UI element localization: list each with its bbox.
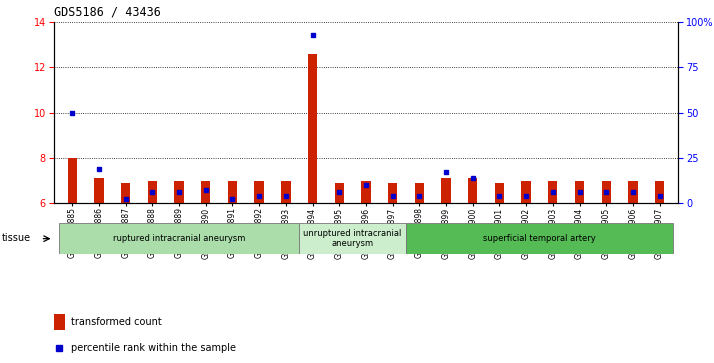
Bar <box>361 180 371 203</box>
Bar <box>299 223 406 254</box>
Bar <box>521 180 531 203</box>
Bar <box>601 180 611 203</box>
Bar <box>388 183 397 203</box>
Bar <box>441 178 451 203</box>
Bar <box>201 180 211 203</box>
Bar <box>495 183 504 203</box>
Bar <box>174 180 183 203</box>
Bar <box>415 183 424 203</box>
Bar <box>68 158 77 203</box>
Bar <box>94 178 104 203</box>
Bar <box>281 180 291 203</box>
Bar <box>254 180 263 203</box>
Text: percentile rank within the sample: percentile rank within the sample <box>71 343 236 353</box>
Text: ruptured intracranial aneurysm: ruptured intracranial aneurysm <box>113 234 245 243</box>
Text: unruptured intracranial
aneurysm: unruptured intracranial aneurysm <box>303 229 402 248</box>
Text: tissue: tissue <box>1 233 31 243</box>
Bar <box>121 183 131 203</box>
Bar <box>148 180 157 203</box>
Bar <box>655 180 664 203</box>
Bar <box>228 180 237 203</box>
Bar <box>628 180 638 203</box>
Bar <box>59 223 299 254</box>
Text: transformed count: transformed count <box>71 317 162 327</box>
Text: GDS5186 / 43436: GDS5186 / 43436 <box>54 5 161 19</box>
Bar <box>575 180 584 203</box>
Bar <box>468 178 478 203</box>
Bar <box>308 54 317 203</box>
Bar <box>406 223 673 254</box>
Bar <box>548 180 558 203</box>
Bar <box>335 183 344 203</box>
Bar <box>54 314 65 330</box>
Text: superficial temporal artery: superficial temporal artery <box>483 234 596 243</box>
